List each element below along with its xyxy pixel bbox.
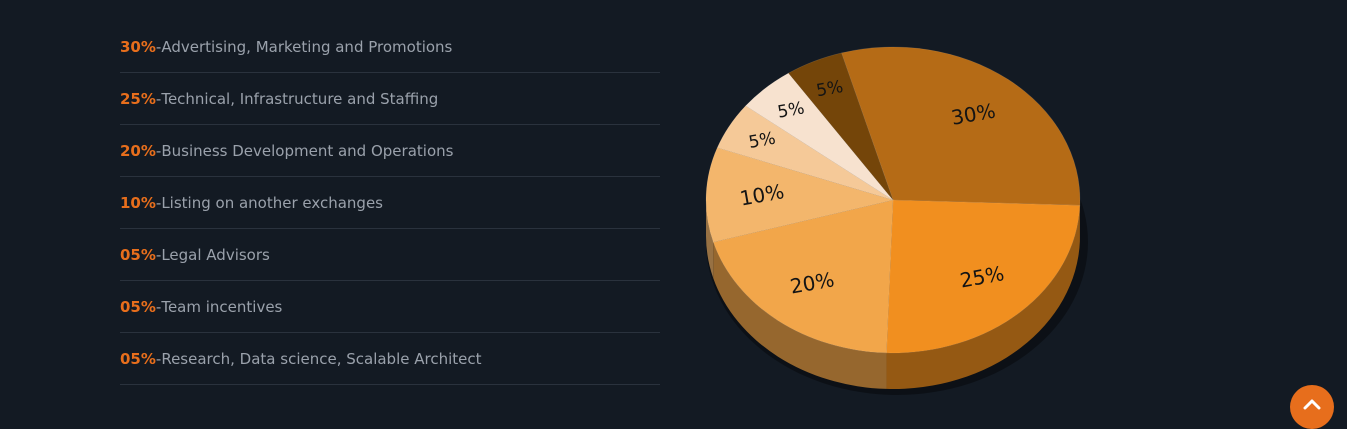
pie-chart-svg: 30%25%20%10%5%5%5%: [690, 40, 1100, 400]
legend-text: Advertising, Marketing and Promotions: [161, 38, 452, 56]
scroll-to-top-button[interactable]: [1290, 385, 1334, 429]
legend-text: Legal Advisors: [161, 246, 270, 264]
legend-item: 05%- Legal Advisors: [120, 229, 660, 281]
legend-percent: 25%: [120, 90, 156, 108]
legend-text: Listing on another exchanges: [161, 194, 383, 212]
legend-item: 30%- Advertising, Marketing and Promotio…: [120, 21, 660, 73]
legend-percent: 20%: [120, 142, 156, 160]
legend-text: Research, Data science, Scalable Archite…: [161, 350, 481, 368]
legend-item: 20%- Business Development and Operations: [120, 125, 660, 177]
legend-percent: 10%: [120, 194, 156, 212]
legend-item: 05%- Research, Data science, Scalable Ar…: [120, 333, 660, 385]
legend-percent: 05%: [120, 246, 156, 264]
legend-text: Business Development and Operations: [161, 142, 453, 160]
chevron-up-icon: [1303, 398, 1321, 410]
legend-item: 25%- Technical, Infrastructure and Staff…: [120, 73, 660, 125]
pie-chart: 30%25%20%10%5%5%5%: [690, 40, 1100, 400]
legend-item: 10%- Listing on another exchanges: [120, 177, 660, 229]
legend-item: 05%- Team incentives: [120, 281, 660, 333]
legend-percent: 30%: [120, 38, 156, 56]
allocation-legend: 30%- Advertising, Marketing and Promotio…: [120, 21, 660, 385]
legend-percent: 05%: [120, 350, 156, 368]
legend-percent: 05%: [120, 298, 156, 316]
legend-text: Technical, Infrastructure and Staffing: [161, 90, 438, 108]
legend-text: Team incentives: [161, 298, 282, 316]
